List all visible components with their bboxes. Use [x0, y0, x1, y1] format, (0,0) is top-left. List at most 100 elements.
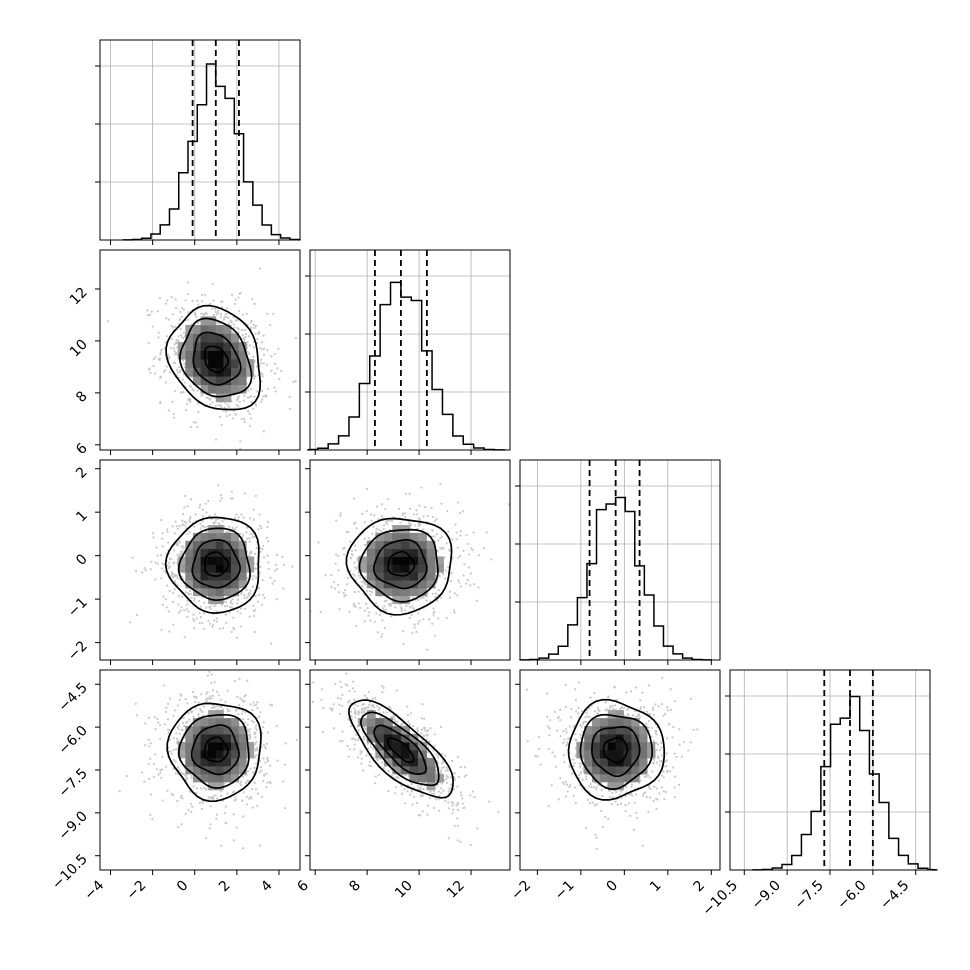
scatter-point	[254, 732, 257, 735]
density-cell	[409, 773, 419, 783]
density-cell	[366, 734, 376, 743]
density-cell	[392, 742, 402, 751]
scatter-point	[335, 553, 338, 556]
scatter-point	[237, 516, 240, 519]
scatter-point	[379, 715, 382, 719]
scatter-point	[169, 565, 172, 568]
scatter-point	[167, 731, 170, 734]
density-cell	[192, 556, 201, 565]
scatter-point	[383, 626, 386, 629]
scatter-point	[198, 506, 201, 509]
scatter-point	[461, 802, 465, 805]
scatter-point	[228, 611, 231, 614]
scatter-point	[224, 700, 227, 704]
scatter-point	[181, 513, 185, 516]
scatter-point	[409, 606, 412, 609]
density-cell	[383, 580, 393, 589]
scatter-point	[338, 712, 341, 716]
density-panel-3-2	[519, 669, 721, 871]
scatter-point	[185, 774, 188, 777]
scatter-point	[374, 775, 377, 778]
scatter-point	[147, 341, 150, 344]
density-cell	[409, 540, 419, 550]
scatter-point	[175, 307, 178, 310]
scatter-point	[211, 401, 214, 404]
scatter-point	[251, 708, 254, 712]
scatter-point	[255, 746, 258, 749]
scatter-point	[189, 385, 192, 389]
scatter-point	[330, 586, 333, 589]
density-cell	[215, 324, 224, 334]
scatter-point	[262, 334, 265, 337]
scatter-point	[185, 521, 188, 524]
density-cell	[417, 564, 427, 573]
scatter-point	[235, 709, 238, 712]
scatter-point	[247, 797, 251, 800]
density-cell	[231, 580, 240, 589]
scatter-point	[153, 372, 157, 375]
scatter-point	[248, 396, 251, 399]
scatter-point	[365, 727, 368, 730]
scatter-point	[170, 558, 173, 561]
scatter-point	[195, 791, 198, 794]
scatter-point	[237, 296, 240, 299]
scatter-point	[190, 777, 193, 780]
scatter-point	[256, 748, 259, 751]
scatter-point	[149, 813, 152, 816]
scatter-point	[208, 622, 212, 625]
scatter-point	[273, 580, 276, 583]
scatter-point	[425, 738, 428, 741]
density-cell	[192, 350, 201, 360]
scatter-point	[412, 513, 416, 516]
scatter-point	[469, 794, 472, 797]
density-cell	[392, 587, 402, 597]
scatter-point	[252, 604, 255, 607]
density-cell	[215, 333, 224, 343]
density-cell	[231, 572, 240, 581]
scatter-point	[280, 369, 283, 372]
scatter-point	[183, 636, 186, 639]
scatter-point	[191, 690, 195, 694]
scatter-point	[214, 438, 218, 441]
scatter-point	[431, 792, 434, 795]
scatter-point	[143, 780, 146, 783]
scatter-point	[262, 395, 265, 398]
scatter-point	[210, 673, 213, 676]
scatter-point	[406, 713, 410, 717]
scatter-point	[157, 721, 160, 724]
scatter-point	[217, 484, 220, 487]
scatter-point	[652, 740, 655, 743]
scatter-point	[215, 797, 219, 800]
scatter-point	[182, 609, 186, 612]
scatter-point	[159, 737, 162, 741]
density-cell	[366, 564, 376, 573]
density-cell	[383, 532, 393, 542]
scatter-point	[273, 372, 277, 375]
density-cell	[223, 350, 232, 360]
scatter-point	[452, 609, 456, 612]
scatter-point	[249, 703, 252, 706]
scatter-point	[378, 613, 382, 616]
scatter-point	[332, 703, 335, 706]
scatter-point	[354, 738, 357, 741]
scatter-point	[243, 394, 246, 398]
scatter-point	[345, 672, 348, 675]
scatter-point	[244, 333, 248, 336]
scatter-point	[271, 582, 274, 585]
scatter-point	[382, 711, 385, 714]
scatter-point	[261, 389, 264, 393]
scatter-point	[174, 772, 177, 775]
scatter-point	[353, 561, 356, 564]
scatter-point	[219, 415, 222, 419]
scatter-point	[252, 518, 256, 521]
scatter-point	[178, 370, 181, 373]
density-cell	[409, 587, 419, 597]
scatter-point	[402, 512, 405, 515]
scatter-point	[245, 526, 249, 529]
scatter-point	[141, 771, 144, 774]
scatter-point	[226, 707, 229, 711]
scatter-point	[439, 596, 443, 599]
density-cell	[208, 350, 217, 360]
scatter-point	[368, 760, 371, 763]
